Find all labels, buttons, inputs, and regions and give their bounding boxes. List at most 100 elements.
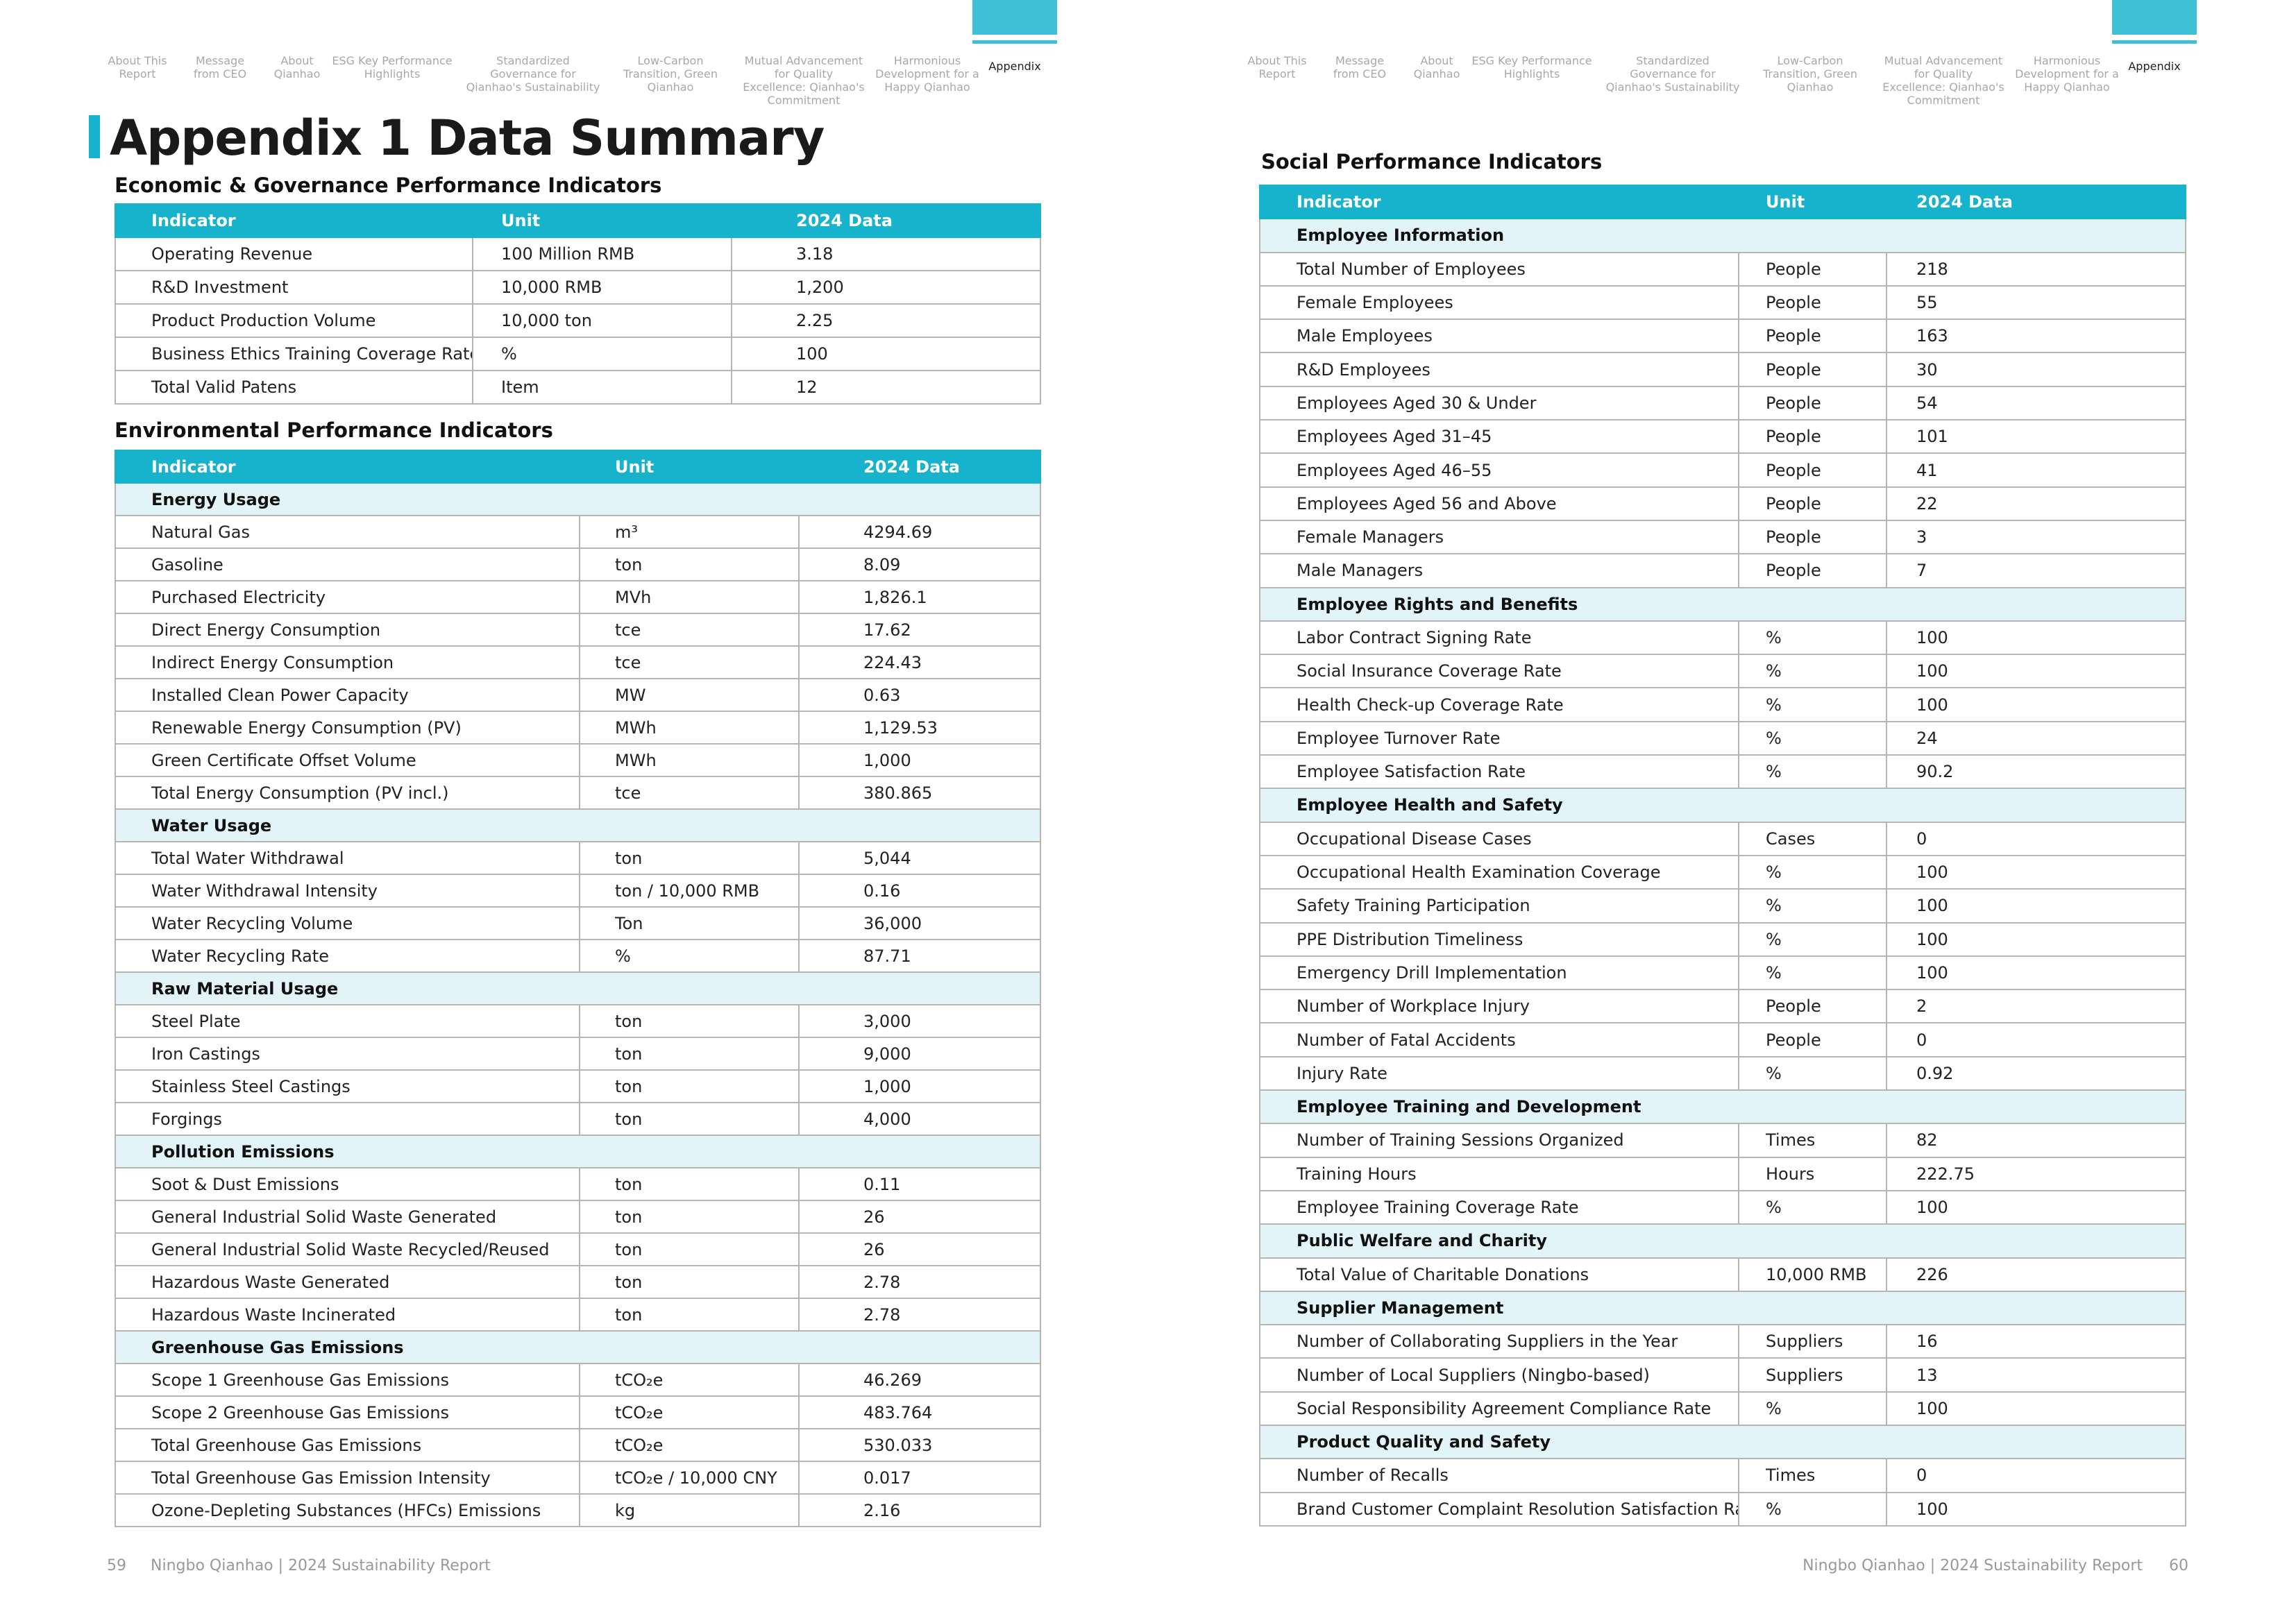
cell: 3.18 [731,237,1041,271]
cell: % [472,337,732,371]
cell: 8.09 [798,547,1041,581]
cell: Female Employees [1259,284,1739,321]
data-row: Occupational Disease Cases Cases 0 [1259,821,2186,856]
cell: Soot & Dust Emissions [115,1167,580,1201]
section-row: Employee Health and Safety [1259,788,2186,823]
section-name: Water Usage [115,808,1041,842]
cell: People [1738,284,1887,321]
data-row: Safety Training Participation% 100 [1259,888,2186,924]
header-cell: 2024 Data [731,203,1041,238]
cell: Employee Turnover Rate [1259,720,1739,756]
cell: % [1738,620,1887,656]
cell: 0 [1886,1458,2186,1493]
cell: People [1738,486,1887,521]
cell: tCO₂e [579,1363,800,1397]
section-name: Supplier Management [1259,1290,2186,1326]
cell: ton [579,841,800,875]
cell: People [1738,419,1887,454]
cell: 101 [1886,419,2186,454]
cell: Emergency Drill Implementation [1259,955,1739,991]
cell: 100 [1886,921,2186,957]
nav-item: Low-Carbon Transition, Green Qianhao [623,54,718,94]
cell: ton [579,1069,800,1103]
cell: Renewable Energy Consumption (PV) [115,711,580,745]
cell: Total Number of Employees [1259,251,1739,287]
cell: 26 [798,1232,1041,1266]
cell: Number of Fatal Accidents [1259,1022,1739,1057]
cell: Safety Training Participation [1259,888,1739,924]
nav-tab [2112,0,2197,35]
cell: % [1738,921,1887,957]
cell: 13 [1886,1357,2186,1393]
cell: 0.11 [798,1167,1041,1201]
data-row: Ozone-Depleting Substances (HFCs) Emissi… [115,1493,1041,1527]
cell: 100 [1886,687,2186,722]
data-row: Natural Gas m³ 4294.69 [115,515,1041,549]
nav-tab [972,0,1057,35]
cell: 1,000 [798,743,1041,777]
cell: Forgings [115,1102,580,1136]
cell: MWh [579,743,800,777]
section-row: Water Usage [115,808,1041,842]
cell: Employees Aged 30 & Under [1259,385,1739,421]
cell: Occupational Disease Cases [1259,821,1739,856]
cell: % [1738,687,1887,722]
nav-item: Harmonious Development for a Happy Qianh… [2015,54,2119,94]
cell: 24 [1886,720,2186,756]
cell: tce [579,776,800,810]
cell: % [1738,1189,1887,1225]
cell: 483.764 [798,1395,1041,1429]
data-row: General Industrial Solid Waste Generated… [115,1200,1041,1234]
cell: % [579,939,800,973]
cell: Business Ethics Training Coverage Rate [115,337,473,371]
data-row: Number of Workplace Injury People 2 [1259,989,2186,1024]
cell: Total Water Withdrawal [115,841,580,875]
cell: tCO₂e [579,1395,800,1429]
cell: 12 [731,370,1041,405]
cell: Male Managers [1259,553,1739,588]
data-row: Social Responsibility Agreement Complian… [1259,1391,2186,1426]
data-row: Male Employees People 163 [1259,318,2186,354]
cell: Social Responsibility Agreement Complian… [1259,1391,1739,1426]
cell: People [1738,989,1887,1024]
cell: People [1738,318,1887,354]
section-row: Employee Information [1259,218,2186,253]
cell: Times [1738,1123,1887,1158]
data-row: Hazardous Waste Generated ton 2.78 [115,1265,1041,1299]
cell: Training Hours [1259,1156,1739,1191]
cell: 10,000 RMB [1738,1257,1887,1292]
cell: 218 [1886,251,2186,287]
cell: % [1738,888,1887,924]
cell: Number of Collaborating Suppliers in the… [1259,1324,1739,1359]
table-body: Indicator Unit 2024 Data Operating Revenue 1… [115,203,1041,405]
cell: Labor Contract Signing Rate [1259,620,1739,656]
cell: 0.92 [1886,1055,2186,1091]
cell: General Industrial Solid Waste Generated [115,1200,580,1234]
cell: 100 [1886,888,2186,924]
data-row: Number of Training Sessions Organized Tim… [1259,1123,2186,1158]
section-name: Employee Rights and Benefits [1259,586,2186,622]
cell: 0 [1886,1022,2186,1057]
cell: 2.78 [798,1298,1041,1332]
data-row: Employee Satisfaction Rate% 90.2 [1259,754,2186,790]
cell: 17.62 [798,613,1041,647]
cell: People [1738,352,1887,387]
nav-tab-line [972,40,1057,44]
cell: 4,000 [798,1102,1041,1136]
cell: Number of Training Sessions Organized [1259,1123,1739,1158]
cell: Number of Recalls [1259,1458,1739,1493]
cell: 100 [1886,1391,2186,1426]
data-row: Operating Revenue 100 Million RMB 3.18 [115,237,1041,271]
cell: Number of Workplace Injury [1259,989,1739,1024]
cell: Times [1738,1458,1887,1493]
cell: Indirect Energy Consumption [115,645,580,679]
cell: % [1738,854,1887,890]
data-row: Water Recycling Rate% 87.71 [115,939,1041,973]
cell: % [1738,1055,1887,1091]
header-cell: Unit [472,203,732,238]
cell: Direct Energy Consumption [115,613,580,647]
data-row: Gasoline ton 8.09 [115,547,1041,581]
data-row: Health Check-up Coverage Rate% 100 [1259,687,2186,722]
cell: MVh [579,580,800,614]
data-row: Product Production Volume 10,000 ton 2.25 [115,303,1041,338]
